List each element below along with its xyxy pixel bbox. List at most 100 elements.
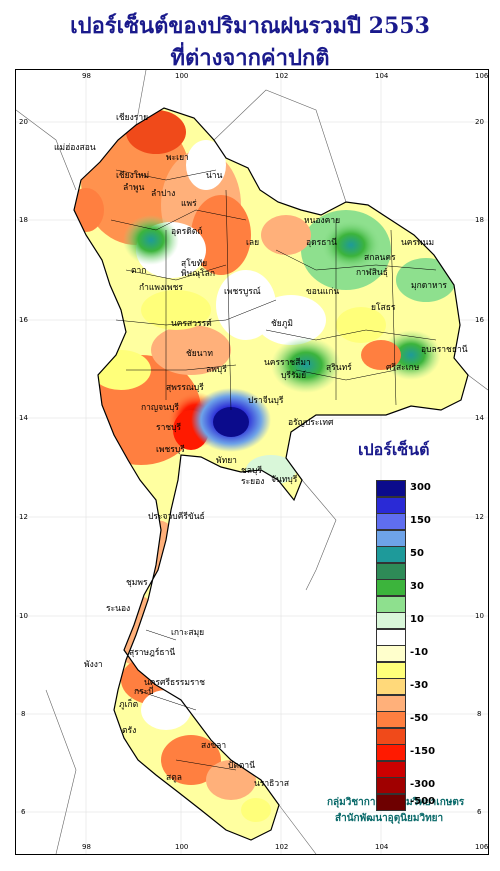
province-label: นครพนม — [401, 238, 435, 248]
x-tick-top-100: 100 — [175, 72, 189, 80]
legend-swatch — [376, 727, 406, 745]
legend-label: 150 — [410, 515, 431, 526]
province-label: ชัยภูมิ — [271, 319, 293, 329]
province-label: พัทยา — [216, 456, 237, 466]
legend-title: เปอร์เซ็นต์ — [358, 440, 430, 459]
legend-label: -50 — [410, 713, 429, 724]
province-label: พะเยา — [166, 153, 189, 163]
x-tick-bottom-100: 100 — [175, 843, 189, 851]
province-label: อุดรธานี — [306, 238, 337, 248]
legend-swatch — [376, 628, 406, 646]
legend-label: 300 — [410, 482, 431, 493]
province-label: ยโสธร — [371, 303, 396, 313]
x-tick-bottom-106: 106 — [475, 843, 489, 851]
legend-swatch — [376, 612, 406, 629]
legend-label: -300 — [410, 779, 436, 790]
province-label: ชุมพร — [126, 578, 148, 588]
x-tick-top-98: 98 — [82, 72, 91, 80]
y-tick-right-12: 12 — [475, 513, 484, 521]
map-frame: 98 100 102 104 106 98 100 102 104 106 20… — [15, 69, 489, 855]
y-tick-right-6: 6 — [477, 808, 482, 816]
legend-label: 50 — [410, 548, 424, 559]
legend-swatch — [376, 694, 406, 712]
province-label: ระนอง — [106, 604, 131, 614]
legend-swatch — [376, 661, 406, 679]
legend-label: -30 — [410, 680, 429, 691]
province-label: ระยอง — [241, 477, 265, 487]
province-label: ลำพูน — [123, 183, 145, 193]
province-label: อุตรดิตถ์ — [171, 227, 203, 237]
map-title-line2: ที่ต่างจากค่าปกติ — [170, 45, 330, 71]
province-label: สุราษฎร์ธานี — [129, 648, 176, 658]
province-label: สุรินทร์ — [326, 363, 352, 373]
y-tick-left-16: 16 — [19, 316, 28, 324]
country-outline — [73, 107, 469, 841]
legend-swatch — [376, 595, 406, 613]
rainfall-anomaly-map — [16, 70, 488, 854]
y-tick-left-18: 18 — [19, 216, 28, 224]
province-label: ภูเก็ต — [119, 700, 139, 710]
y-tick-left-10: 10 — [19, 612, 28, 620]
province-label: เลย — [246, 238, 260, 248]
province-label: กระบี่ — [134, 687, 154, 697]
legend-swatch — [376, 678, 406, 695]
province-label: สุพรรณบุรี — [166, 383, 204, 393]
x-tick-bottom-98: 98 — [82, 843, 91, 851]
province-label: ราชบุรี — [156, 423, 182, 433]
legend-swatch — [376, 480, 406, 497]
province-label: ขอนแก่น — [306, 287, 340, 297]
y-tick-left-6: 6 — [21, 808, 26, 816]
legend-swatch — [376, 562, 406, 580]
x-tick-bottom-104: 104 — [375, 843, 389, 851]
province-label: น่าน — [206, 171, 223, 181]
legend-label: -150 — [410, 746, 436, 757]
province-label: จันทบุรี — [271, 475, 298, 485]
legend-swatch — [376, 513, 406, 530]
y-tick-right-14: 14 — [475, 414, 484, 422]
province-label: ปัตตานี — [228, 761, 256, 771]
province-label: นครสวรรค์ — [171, 319, 212, 329]
legend-swatch — [376, 645, 406, 662]
y-tick-right-16: 16 — [475, 316, 484, 324]
province-label: เพชรบุรี — [156, 445, 185, 455]
y-tick-left-14: 14 — [19, 414, 28, 422]
x-tick-top-106: 106 — [475, 72, 489, 80]
province-label: กาฬสินธุ์ — [356, 268, 388, 278]
y-tick-left-8: 8 — [21, 710, 26, 718]
province-label: ศรีสะเกษ — [386, 363, 420, 373]
province-label: ลำปาง — [151, 189, 176, 199]
province-label: กำแพงเพชร — [139, 283, 183, 293]
province-label: ชลบุรี — [241, 466, 262, 476]
province-label: สตูล — [166, 773, 182, 783]
province-label: ลพบุรี — [206, 365, 227, 375]
legend-swatch — [376, 777, 406, 794]
province-label: นราธิวาส — [254, 779, 290, 789]
province-label: หนองคาย — [304, 216, 341, 226]
map-title-line1: เปอร์เซ็นต์ของปริมาณฝนรวมปี 2553 — [70, 13, 430, 39]
province-label: แม่ฮ่องสอน — [54, 143, 96, 153]
legend-label: 10 — [410, 614, 424, 625]
y-tick-right-18: 18 — [475, 216, 484, 224]
legend-label: -500 — [410, 795, 436, 807]
province-label: สุโขทัย — [181, 259, 208, 269]
province-label: เกาะสมุย — [171, 628, 205, 638]
province-label: กาญจนบุรี — [141, 403, 179, 413]
legend-swatch — [376, 579, 406, 596]
province-label: ตรัง — [122, 726, 137, 736]
legend-swatch — [376, 496, 406, 514]
province-label: แพร่ — [181, 199, 197, 209]
province-label: อุบลราชธานี — [421, 345, 468, 355]
legend-swatch — [376, 760, 406, 778]
legend-swatch — [376, 529, 406, 547]
province-label: ปราจีนบุรี — [248, 396, 284, 406]
province-label: เพชรบูรณ์ — [224, 287, 261, 297]
y-tick-left-12: 12 — [19, 513, 28, 521]
legend-swatch — [376, 546, 406, 563]
province-label: นครราชสีมา — [264, 358, 311, 368]
legend-swatch — [376, 711, 406, 728]
legend-swatch — [376, 744, 406, 761]
province-label: พังงา — [84, 660, 103, 670]
province-label: ชัยนาท — [186, 349, 213, 359]
province-label: สกลนคร — [364, 253, 396, 263]
x-tick-top-102: 102 — [275, 72, 289, 80]
